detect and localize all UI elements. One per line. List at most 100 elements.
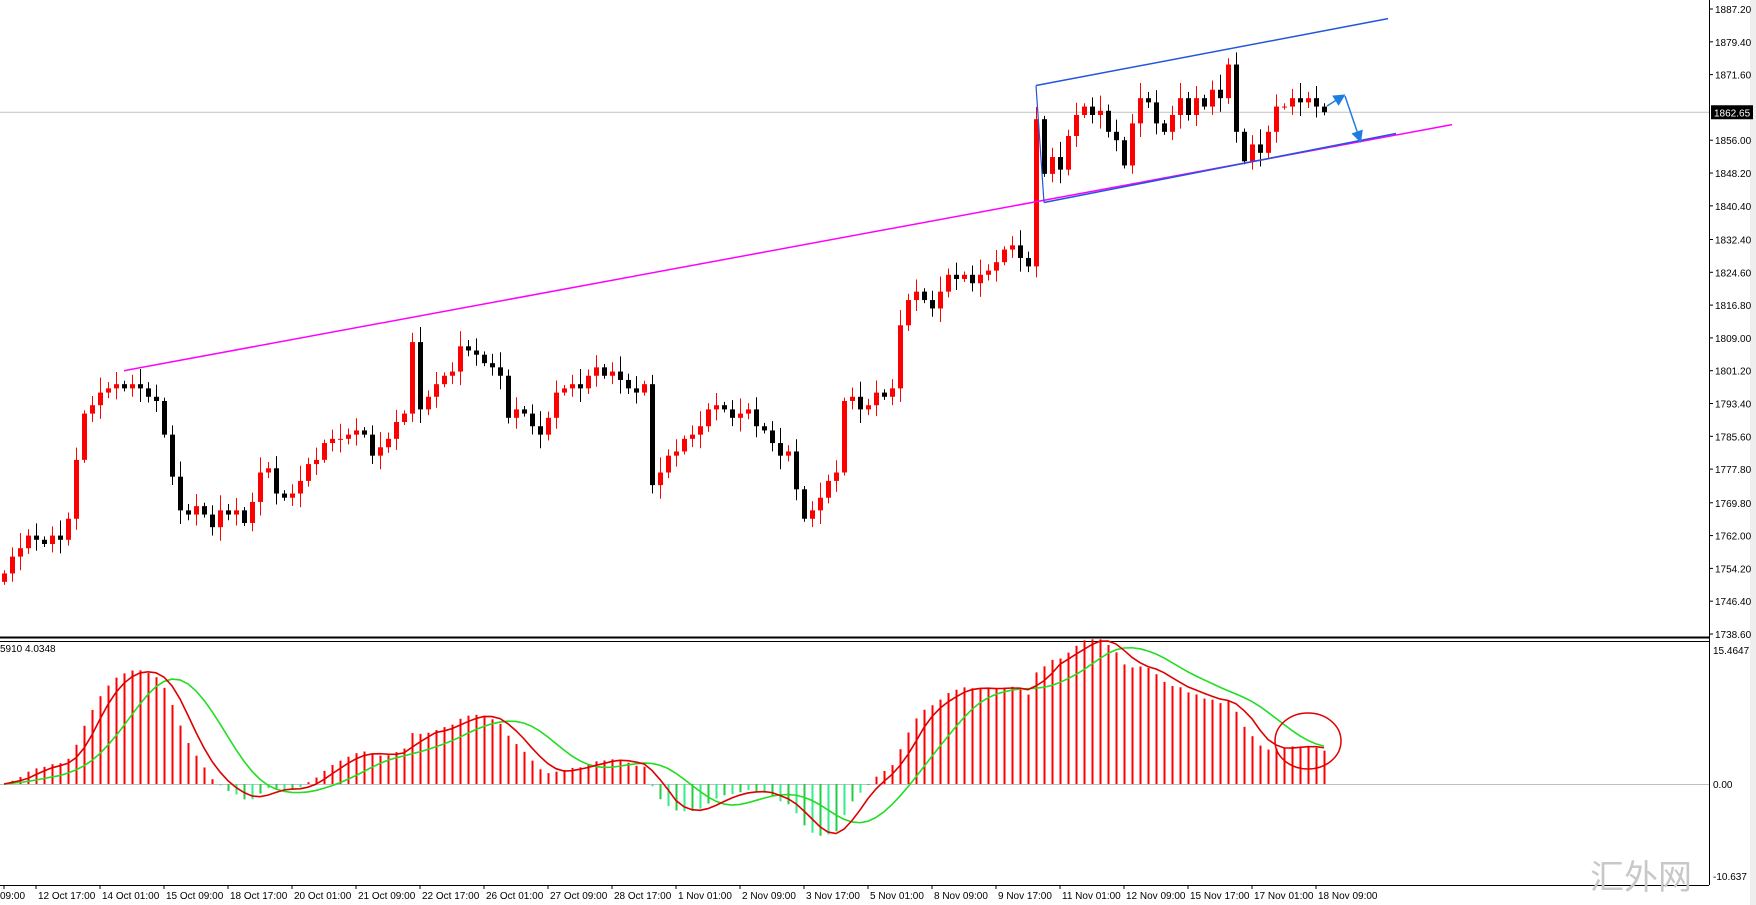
bullish-candle (74, 459, 79, 519)
price-tick-label: 1879.40 (1715, 38, 1752, 49)
bullish-candle (130, 384, 135, 389)
bullish-candle (746, 409, 751, 414)
time-tick-label: 15 Nov 17:00 (1190, 891, 1250, 902)
watermark: 汇外网 (1590, 858, 1692, 898)
bullish-candle (994, 262, 999, 271)
bearish-candle (802, 489, 807, 519)
bullish-candle (386, 438, 391, 448)
indicator-tick-label: -10.637 (1713, 872, 1747, 883)
bearish-candle (1234, 64, 1239, 132)
bullish-candle (658, 472, 663, 486)
bullish-candle (218, 510, 223, 528)
bullish-candle (250, 501, 255, 523)
bullish-candle (866, 405, 871, 410)
bearish-candle (578, 384, 583, 389)
price-tick-label: 1809.00 (1715, 334, 1752, 345)
bullish-candle (738, 413, 743, 418)
bullish-candle (562, 388, 567, 393)
bullish-candle (818, 497, 823, 511)
bearish-candle (146, 388, 151, 397)
time-tick-label: 11 Nov 01:00 (1062, 891, 1121, 902)
bearish-candle (170, 434, 175, 477)
bullish-candle (50, 535, 55, 544)
bullish-candle (1010, 245, 1015, 250)
bullish-candle (82, 413, 87, 460)
bearish-candle (650, 384, 655, 486)
bullish-candle (914, 291, 919, 301)
bearish-candle (1258, 144, 1263, 153)
bullish-candle (594, 367, 599, 376)
bullish-candle (874, 392, 879, 406)
bearish-candle (282, 493, 287, 498)
bearish-candle (178, 476, 183, 511)
bearish-candle (418, 342, 423, 410)
bearish-candle (138, 384, 143, 389)
bullish-candle (234, 510, 239, 515)
bullish-candle (674, 451, 679, 456)
bullish-candle (402, 413, 407, 423)
time-tick-label: 28 Oct 17:00 (614, 891, 672, 902)
bearish-candle (530, 413, 535, 427)
bearish-candle (882, 392, 887, 397)
bearish-candle (754, 409, 759, 427)
bullish-candle (706, 409, 711, 427)
bullish-candle (946, 274, 951, 292)
price-tick-label: 1824.60 (1715, 268, 1752, 279)
bearish-candle (498, 367, 503, 376)
bullish-candle (394, 422, 399, 439)
bullish-candle (114, 384, 119, 389)
bullish-candle (434, 384, 439, 397)
time-tick-label: 9 Nov 17:00 (998, 891, 1052, 902)
bearish-candle (42, 539, 47, 544)
bullish-candle (2, 573, 7, 582)
bullish-candle (938, 291, 943, 309)
bearish-candle (226, 510, 231, 515)
time-tick-label: 14 Oct 01:00 (102, 891, 160, 902)
bullish-candle (298, 480, 303, 494)
bullish-candle (306, 464, 311, 481)
bearish-candle (1042, 119, 1047, 174)
bearish-candle (122, 384, 127, 389)
bullish-candle (610, 371, 615, 376)
bullish-candle (458, 346, 463, 372)
highlight-circle (1274, 712, 1342, 770)
bearish-candle (1314, 98, 1319, 107)
bullish-candle (450, 371, 455, 376)
bullish-candle (330, 438, 335, 444)
time-tick-label: 17 Nov 01:00 (1254, 891, 1314, 902)
bearish-candle (722, 405, 727, 410)
price-tick-label: 1801.20 (1715, 367, 1752, 378)
time-tick-label: 12 Nov 09:00 (1126, 891, 1186, 902)
bullish-candle (426, 396, 431, 410)
bullish-candle (642, 384, 647, 393)
bullish-candle (378, 447, 383, 456)
signal-line-fast (3, 640, 1325, 835)
bearish-candle (1146, 98, 1151, 103)
bearish-candle (618, 371, 623, 380)
bullish-candle (1178, 98, 1183, 115)
bullish-candle (898, 325, 903, 389)
bullish-candle (1098, 110, 1103, 115)
bearish-candle (1026, 257, 1031, 267)
bullish-candle (690, 434, 695, 439)
bullish-candle (586, 375, 591, 389)
bullish-candle (978, 274, 983, 284)
bearish-candle (930, 300, 935, 309)
channel-lower-line (1043, 132, 1397, 204)
bearish-candle (922, 291, 927, 301)
bearish-candle (474, 350, 479, 355)
time-tick-label: 8 Nov 09:00 (934, 891, 988, 902)
bearish-candle (1202, 98, 1207, 107)
bearish-candle (34, 535, 39, 540)
right-strip (1750, 0, 1756, 905)
bullish-candle (194, 506, 199, 515)
bullish-candle (1266, 131, 1271, 153)
bullish-candle (962, 274, 967, 280)
price-tick-label: 1785.60 (1715, 432, 1752, 443)
bearish-candle (1058, 157, 1063, 170)
current-price-box (1711, 105, 1753, 120)
bearish-candle (970, 274, 975, 284)
bullish-candle (258, 472, 263, 502)
time-tick-label: 18 Nov 09:00 (1318, 891, 1378, 902)
